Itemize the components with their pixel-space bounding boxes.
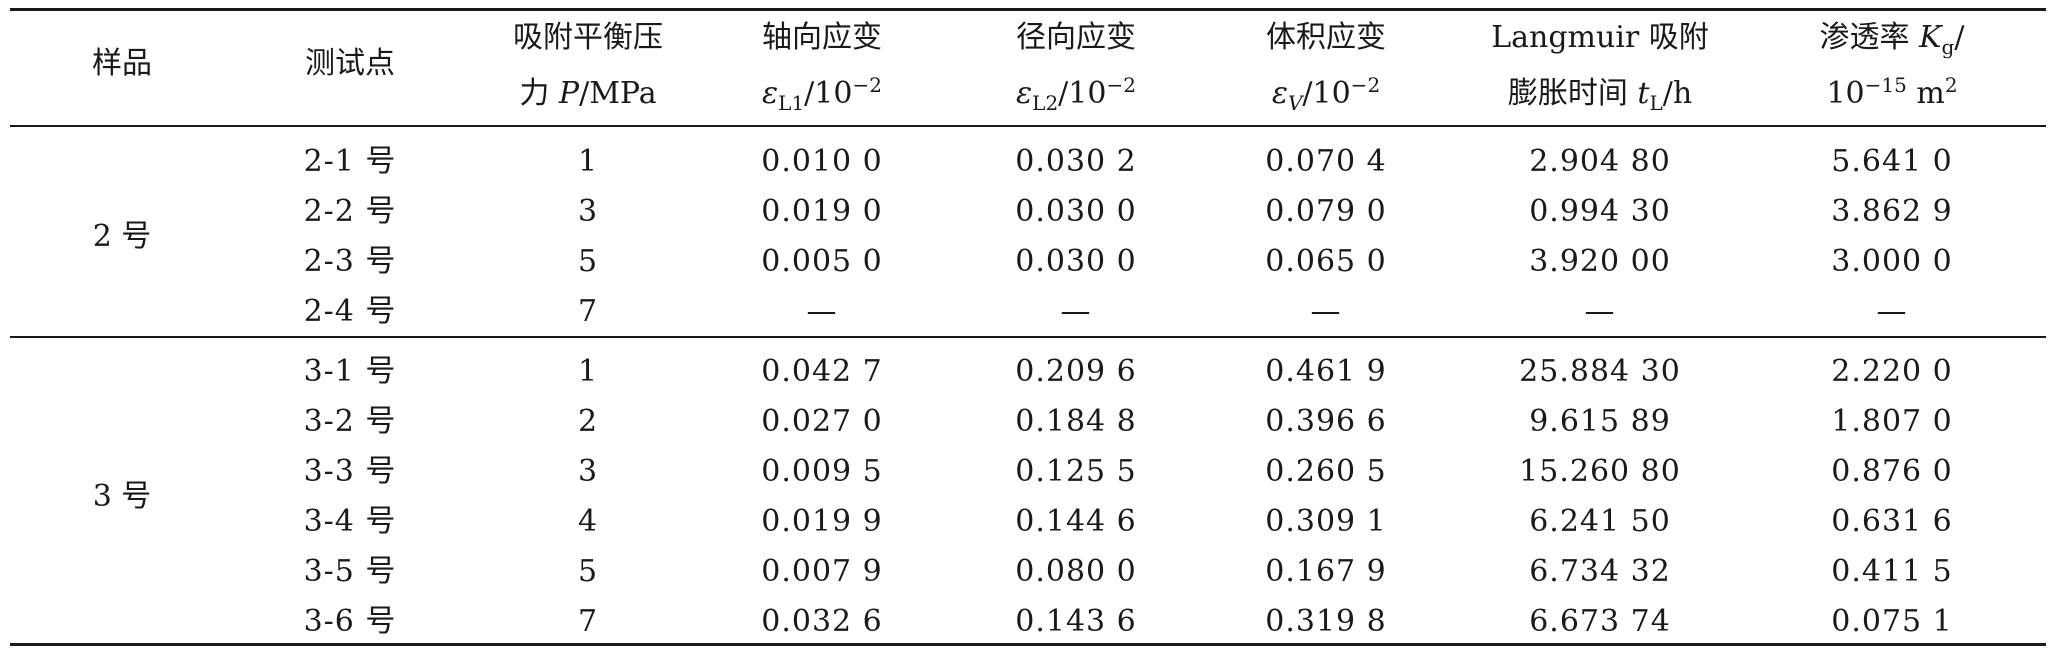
cell-volume-strain: 0.065 0 [1265, 244, 1387, 279]
cell-pressure: 3 [577, 194, 599, 229]
cell-permeability: 0.631 6 [1831, 504, 1953, 539]
cell-langmuir-time: 6.673 74 [1529, 604, 1671, 639]
cell-permeability: 5.641 0 [1831, 144, 1953, 179]
header-permeability-line1: 渗透率 Kg/ [1819, 20, 1965, 59]
header-rule [10, 125, 2046, 127]
cell-permeability: 3.000 0 [1831, 244, 1953, 279]
cell-volume-strain: 0.167 9 [1265, 554, 1387, 589]
cell-axial-strain: 0.009 5 [761, 454, 883, 489]
cell-permeability: 0.411 5 [1831, 554, 1953, 589]
cell-permeability: 1.807 0 [1831, 404, 1953, 439]
cell-pressure: 4 [577, 504, 599, 539]
cell-langmuir-time: 2.904 80 [1529, 144, 1671, 179]
cell-axial-strain: 0.042 7 [761, 354, 883, 389]
cell-radial-strain: 0.184 8 [1015, 404, 1137, 439]
cell-axial-strain: — [806, 294, 838, 329]
cell-test-point: 2-3 号 [303, 244, 397, 279]
cell-radial-strain: 0.144 6 [1015, 504, 1137, 539]
cell-langmuir-time: — [1584, 294, 1616, 329]
cell-permeability: 0.075 1 [1831, 604, 1953, 639]
cell-test-point: 2-4 号 [303, 294, 397, 329]
cell-pressure: 7 [577, 294, 599, 329]
group-divider-rule [10, 336, 2046, 338]
cell-volume-strain: 0.309 1 [1265, 504, 1387, 539]
cell-pressure: 7 [577, 604, 599, 639]
cell-axial-strain: 0.007 9 [761, 554, 883, 589]
cell-test-point: 3-2 号 [303, 404, 397, 439]
cell-pressure: 3 [577, 454, 599, 489]
cell-axial-strain: 0.019 0 [761, 194, 883, 229]
header-langmuir-line1: Langmuir 吸附 [1491, 20, 1709, 55]
cell-axial-strain: 0.010 0 [761, 144, 883, 179]
header-volume-line1: 体积应变 [1266, 20, 1386, 55]
cell-sample: 3 号 [92, 479, 152, 514]
cell-radial-strain: 0.125 5 [1015, 454, 1137, 489]
cell-volume-strain: 0.461 9 [1265, 354, 1387, 389]
cell-axial-strain: 0.027 0 [761, 404, 883, 439]
header-pressure-line1: 吸附平衡压 [513, 20, 663, 55]
cell-test-point: 3-1 号 [303, 354, 397, 389]
header-axial-line1: 轴向应变 [762, 20, 882, 55]
cell-radial-strain: 0.030 0 [1015, 244, 1137, 279]
cell-permeability: 3.862 9 [1831, 194, 1953, 229]
header-langmuir-line2: 膨胀时间 tL/h [1507, 76, 1693, 115]
cell-pressure: 1 [577, 144, 599, 179]
header-radial-line2: εL2/10−2 [1016, 73, 1136, 115]
cell-langmuir-time: 9.615 89 [1529, 404, 1671, 439]
cell-langmuir-time: 6.241 50 [1529, 504, 1671, 539]
cell-volume-strain: 0.070 4 [1265, 144, 1387, 179]
cell-radial-strain: 0.143 6 [1015, 604, 1137, 639]
cell-axial-strain: 0.032 6 [761, 604, 883, 639]
header-axial-line2: εL1/10−2 [762, 73, 882, 115]
header-test-point: 测试点 [305, 46, 395, 81]
cell-langmuir-time: 25.884 30 [1519, 354, 1681, 389]
cell-langmuir-time: 0.994 30 [1529, 194, 1671, 229]
cell-volume-strain: 0.079 0 [1265, 194, 1387, 229]
bottom-rule [10, 643, 2046, 646]
cell-volume-strain: 0.260 5 [1265, 454, 1387, 489]
cell-pressure: 1 [577, 354, 599, 389]
cell-langmuir-time: 3.920 00 [1529, 244, 1671, 279]
cell-radial-strain: 0.209 6 [1015, 354, 1137, 389]
cell-permeability: 2.220 0 [1831, 354, 1953, 389]
cell-test-point: 3-4 号 [303, 504, 397, 539]
cell-volume-strain: 0.319 8 [1265, 604, 1387, 639]
cell-axial-strain: 0.005 0 [761, 244, 883, 279]
cell-pressure: 5 [577, 554, 599, 589]
cell-test-point: 3-3 号 [303, 454, 397, 489]
cell-radial-strain: 0.030 0 [1015, 194, 1137, 229]
cell-test-point: 2-1 号 [303, 144, 397, 179]
cell-sample: 2 号 [92, 219, 152, 254]
cell-permeability: — [1876, 294, 1908, 329]
cell-radial-strain: 0.080 0 [1015, 554, 1137, 589]
cell-volume-strain: — [1310, 294, 1342, 329]
cell-volume-strain: 0.396 6 [1265, 404, 1387, 439]
top-rule [10, 8, 2046, 11]
header-permeability-line2: 10−15 m2 [1826, 73, 1958, 111]
header-volume-line2: εV/10−2 [1271, 73, 1381, 115]
cell-pressure: 5 [577, 244, 599, 279]
header-sample: 样品 [92, 46, 152, 81]
cell-test-point: 3-6 号 [303, 604, 397, 639]
cell-axial-strain: 0.019 9 [761, 504, 883, 539]
header-radial-line1: 径向应变 [1016, 20, 1136, 55]
cell-langmuir-time: 15.260 80 [1519, 454, 1681, 489]
header-pressure-line2: 力 P/MPa [519, 76, 657, 111]
cell-test-point: 2-2 号 [303, 194, 397, 229]
cell-radial-strain: 0.030 2 [1015, 144, 1137, 179]
cell-langmuir-time: 6.734 32 [1529, 554, 1671, 589]
cell-radial-strain: — [1060, 294, 1092, 329]
cell-pressure: 2 [577, 404, 599, 439]
cell-test-point: 3-5 号 [303, 554, 397, 589]
cell-permeability: 0.876 0 [1831, 454, 1953, 489]
